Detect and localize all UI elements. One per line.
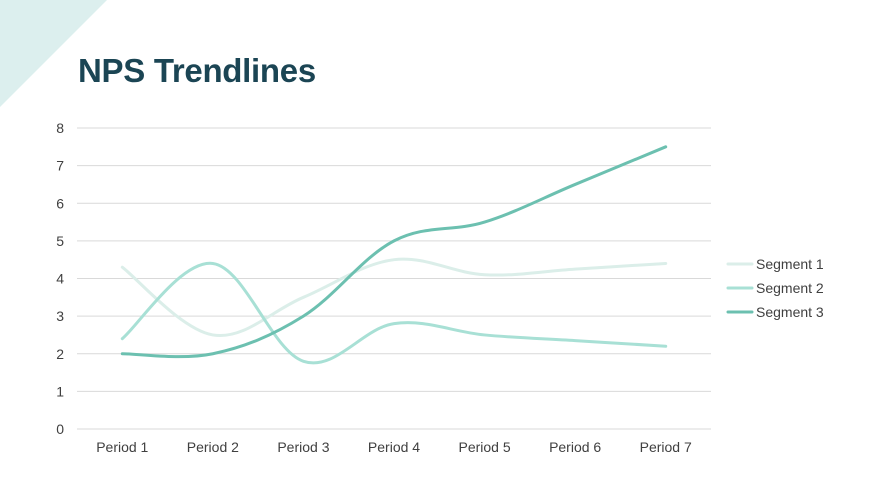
x-category-label: Period 7 [640,439,692,455]
series-line-2 [120,261,668,365]
page-title: NPS Trendlines [78,52,316,89]
y-tick-label: 3 [56,308,64,324]
y-tick-label: 8 [56,120,64,136]
y-tick-label: 6 [56,195,64,211]
y-tick-label: 7 [56,158,64,174]
y-tick-label: 2 [56,346,64,362]
legend-label: Segment 1 [756,256,824,272]
y-tick-label: 4 [56,271,64,287]
series-lines [120,145,668,365]
legend-label: Segment 2 [756,280,824,296]
x-category-label: Period 3 [277,439,329,455]
series-line-3 [120,145,668,359]
x-axis-categories: Period 1 Period 2 Period 3 Period 4 Period 5… [96,439,692,455]
legend-label: Segment 3 [756,304,824,320]
x-category-label: Period 5 [458,439,510,455]
x-category-label: Period 1 [96,439,148,455]
legend: Segment 1 Segment 2 Segment 3 [726,256,824,320]
x-category-label: Period 4 [368,439,420,455]
y-tick-label: 5 [56,233,64,249]
y-axis-ticks: 0 1 2 3 4 5 6 7 8 [56,120,64,437]
x-category-label: Period 6 [549,439,601,455]
y-tick-label: 1 [56,383,64,399]
gridlines [77,127,711,430]
series-line-1 [120,257,668,338]
y-tick-label: 0 [56,421,64,437]
corner-accent-shape [0,0,107,107]
x-category-label: Period 2 [187,439,239,455]
